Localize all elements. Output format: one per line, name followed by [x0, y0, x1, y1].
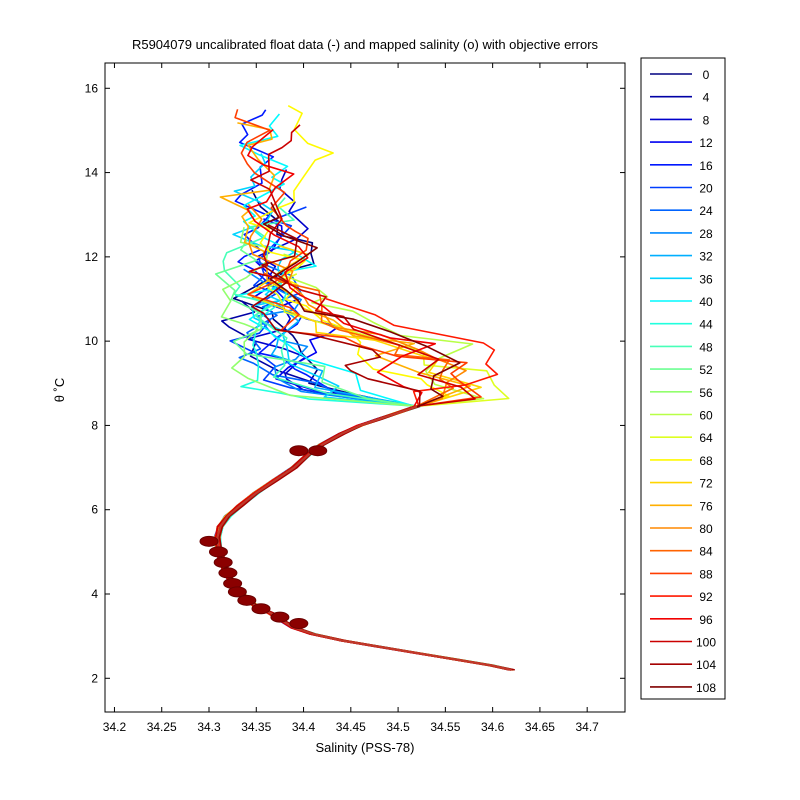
legend-label: 80 — [699, 522, 713, 536]
x-tick-label: 34.55 — [430, 720, 460, 734]
legend-label: 64 — [699, 431, 713, 445]
x-tick-label: 34.6 — [481, 720, 505, 734]
x-axis-label: Salinity (PSS-78) — [316, 740, 415, 755]
x-tick-label: 34.2 — [103, 720, 127, 734]
legend: 0481216202428323640444852566064687276808… — [640, 57, 726, 700]
x-tick-label: 34.4 — [292, 720, 316, 734]
plot-frame — [104, 62, 626, 713]
mapped-salinity-point — [218, 567, 238, 579]
y-tick-label: 4 — [91, 587, 98, 601]
legend-label: 68 — [699, 454, 713, 468]
legend-label: 12 — [699, 136, 713, 150]
y-axis-label: θ ˚C — [52, 378, 67, 403]
mapped-salinity-point — [227, 586, 247, 598]
x-tick-label: 34.5 — [386, 720, 410, 734]
legend-label: 72 — [699, 477, 713, 491]
mapped-salinity-point — [270, 611, 290, 623]
legend-label: 108 — [696, 681, 716, 695]
y-tick-label: 6 — [91, 503, 98, 517]
x-tick-label: 34.45 — [336, 720, 366, 734]
x-tick-label: 34.35 — [241, 720, 271, 734]
legend-label: 52 — [699, 363, 713, 377]
profile-line — [219, 153, 514, 671]
legend-label: 8 — [703, 113, 710, 127]
legend-label: 32 — [699, 250, 713, 264]
legend-label: 84 — [699, 545, 713, 559]
y-tick-label: 16 — [85, 81, 99, 95]
legend-label: 92 — [699, 590, 713, 604]
mapped-salinity-point — [199, 535, 219, 547]
legend-label: 76 — [699, 499, 713, 513]
profile-line — [217, 202, 511, 671]
plot-area — [104, 62, 626, 713]
x-tick-label: 34.7 — [576, 720, 600, 734]
legend-label: 60 — [699, 409, 713, 423]
legend-label: 28 — [699, 227, 713, 241]
mapped-salinity-point — [308, 445, 328, 457]
y-axis: 2 4 6 8 10 12 14 16 — [85, 81, 625, 685]
legend-label: 48 — [699, 340, 713, 354]
x-tick-label: 34.25 — [147, 720, 177, 734]
y-tick-label: 10 — [85, 334, 99, 348]
x-tick-label: 34.65 — [525, 720, 555, 734]
legend-label: 88 — [699, 567, 713, 581]
mapped-salinity-point — [208, 546, 228, 558]
profile-line — [214, 206, 510, 671]
legend-label: 24 — [699, 204, 713, 218]
x-tick-label: 34.3 — [197, 720, 221, 734]
mapped-salinity-point — [251, 603, 271, 615]
y-tick-label: 14 — [85, 166, 99, 180]
deep-profile-line — [216, 405, 512, 671]
y-tick-label: 12 — [85, 250, 99, 264]
legend-label: 96 — [699, 613, 713, 627]
legend-label: 20 — [699, 182, 713, 196]
x-axis: 34.2 34.25 34.3 34.35 34.4 34.45 34.5 34.55 34.6… — [103, 63, 599, 734]
legend-label: 36 — [699, 272, 713, 286]
legend-label: 100 — [696, 636, 716, 650]
mapped-salinity-point — [213, 556, 233, 568]
legend-label: 4 — [703, 91, 710, 105]
y-tick-label: 2 — [91, 671, 98, 685]
chart-title: R5904079 uncalibrated float data (-) and… — [132, 37, 599, 52]
legend-label: 56 — [699, 386, 713, 400]
mapped-salinity-point — [237, 594, 257, 606]
mapped-salinity-point — [289, 445, 309, 457]
mapped-salinity-point — [289, 618, 309, 629]
legend-label: 104 — [696, 658, 716, 672]
profile-line — [218, 224, 515, 671]
legend-label: 0 — [703, 68, 710, 82]
legend-label: 16 — [699, 159, 713, 173]
legend-label: 44 — [699, 318, 713, 332]
y-tick-label: 8 — [91, 418, 98, 432]
legend-label: 40 — [699, 295, 713, 309]
